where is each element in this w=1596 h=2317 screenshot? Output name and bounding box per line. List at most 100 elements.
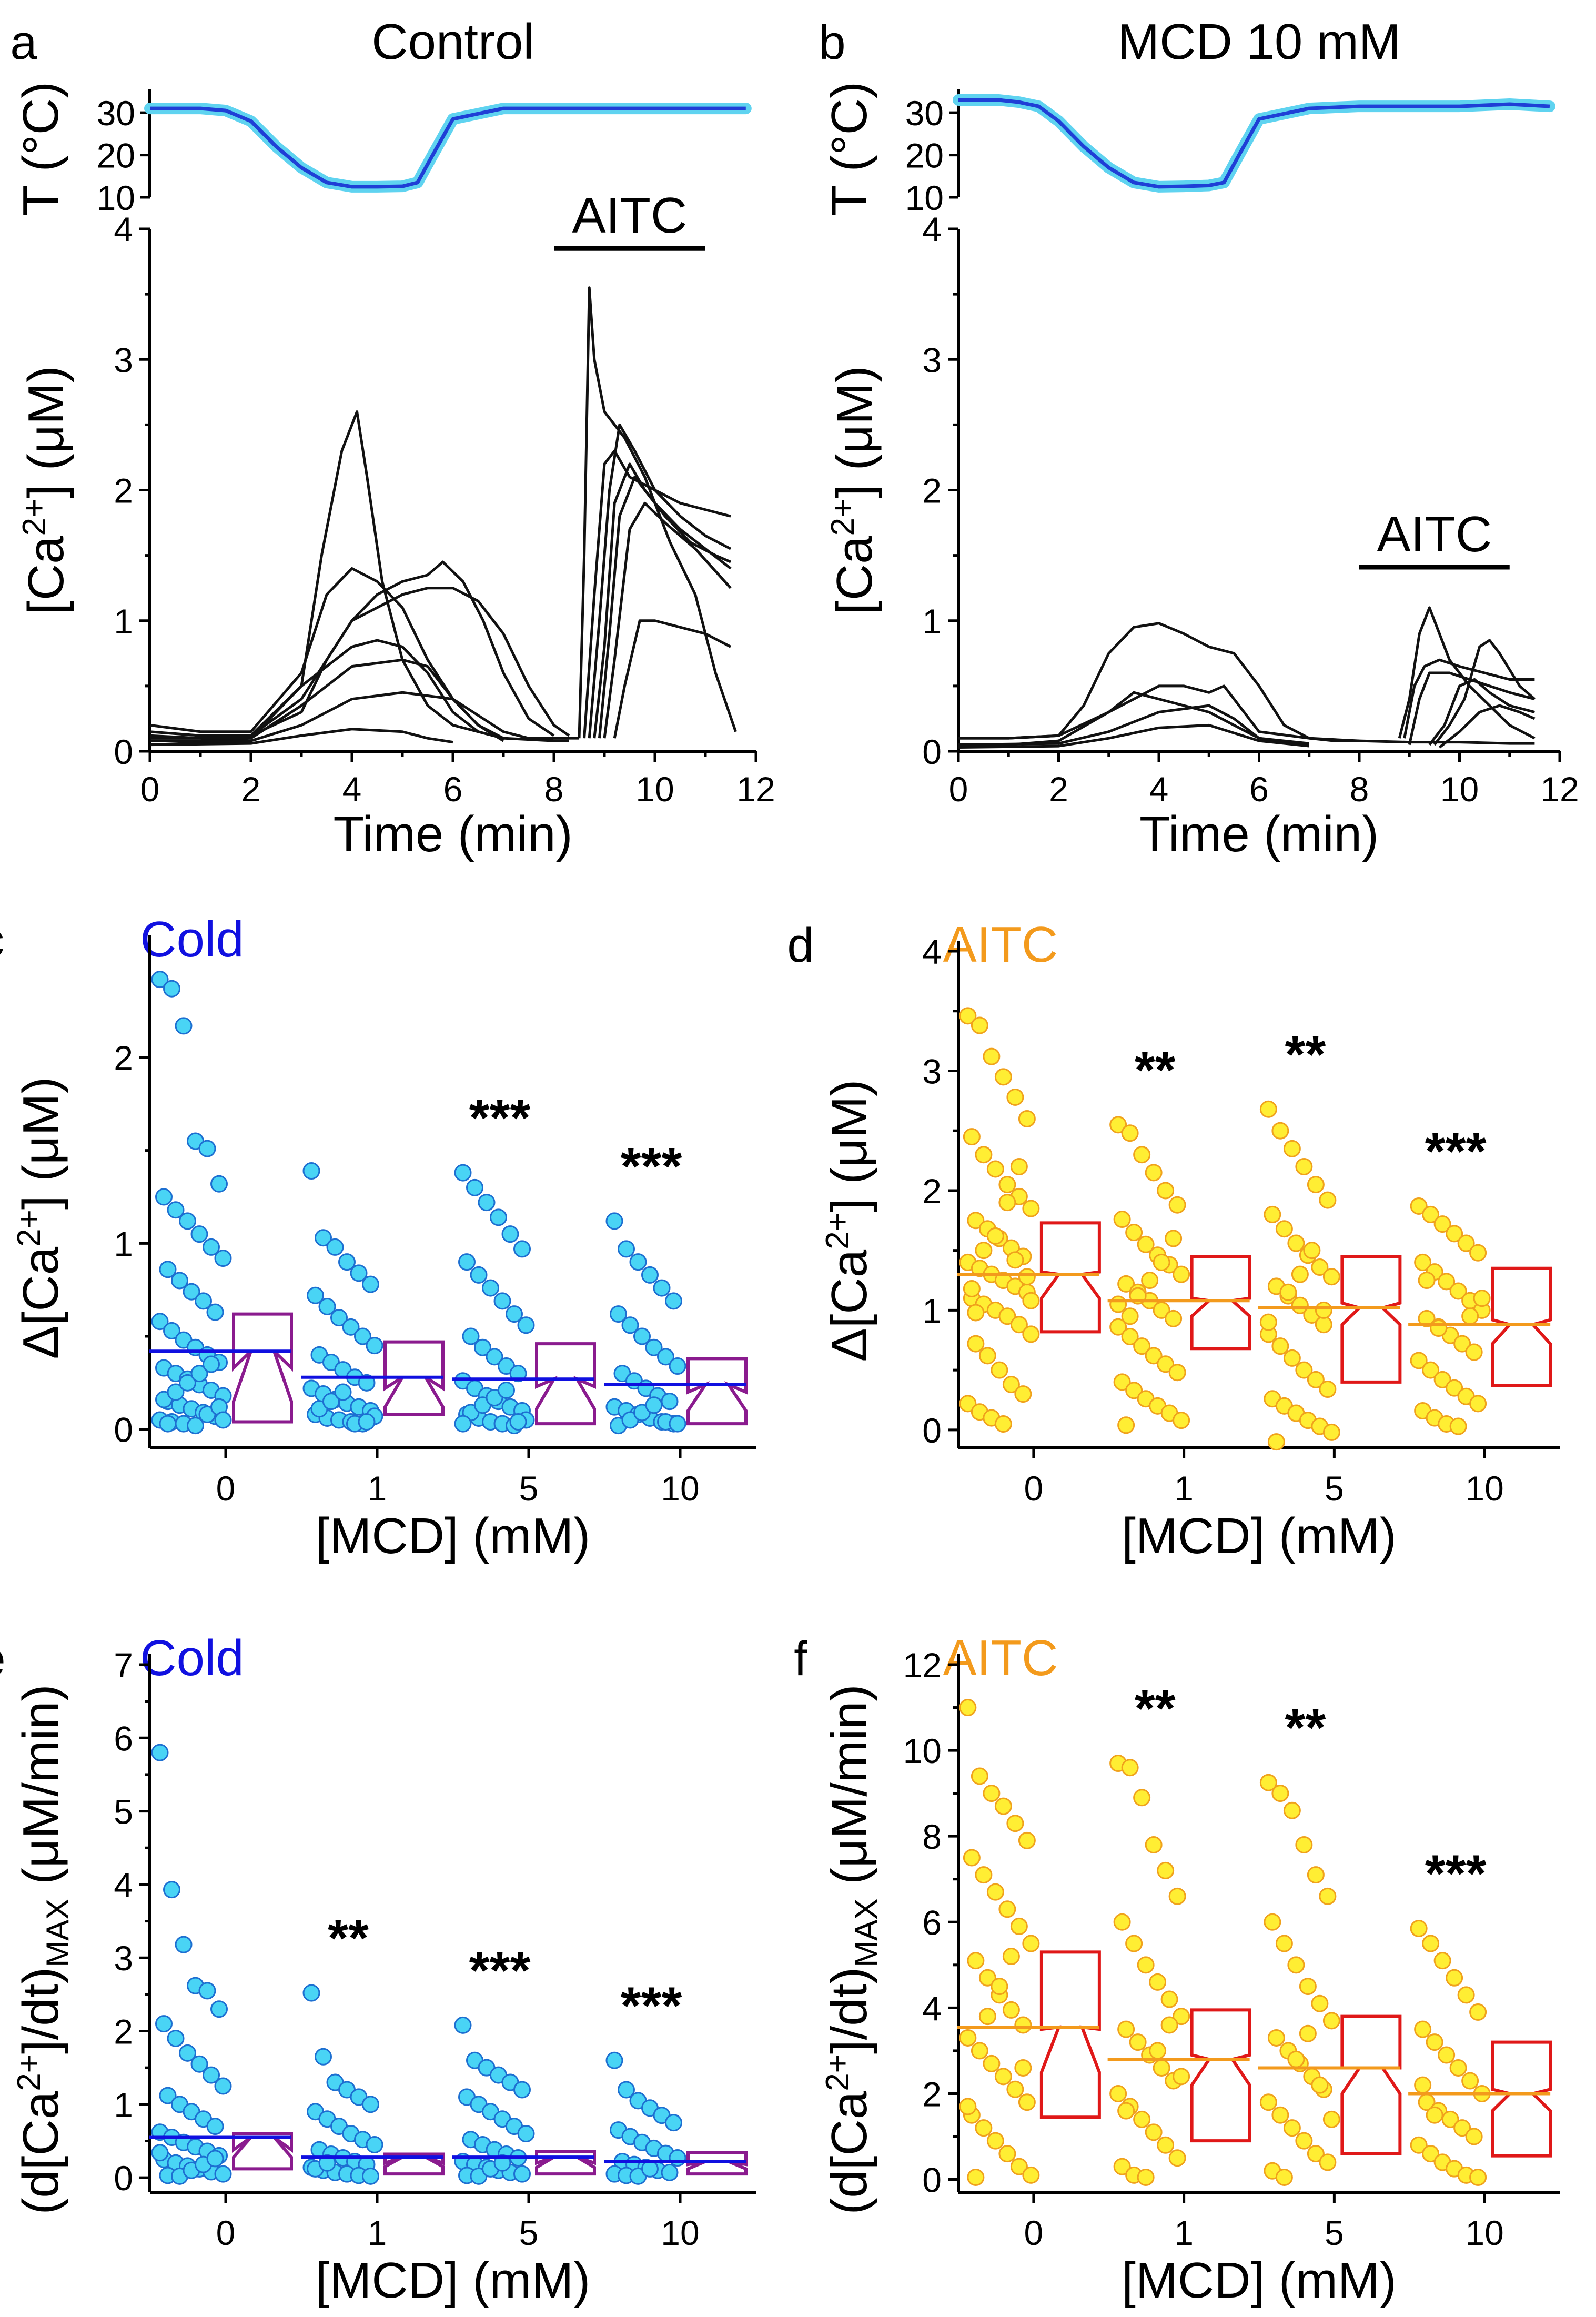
data-point (210, 1175, 228, 1193)
y-tick-label: 3 (114, 1939, 133, 1978)
data-point (1121, 1124, 1139, 1142)
data-point (986, 1160, 1004, 1178)
data-point (151, 1313, 169, 1331)
data-point (155, 2015, 173, 2033)
notched-box (1190, 1255, 1251, 1351)
data-point (159, 1261, 177, 1278)
chart-title: AITC (943, 1630, 1058, 1686)
data-point (474, 1338, 491, 1356)
y-axis-label: (d[Ca2+]/dt)MAX (μM/min) (11, 1684, 75, 2214)
data-point (1303, 1242, 1321, 1260)
data-point (1153, 1253, 1170, 1271)
data-point (151, 971, 169, 989)
data-point (198, 1982, 216, 2000)
significance-marker: *** (1425, 1122, 1487, 1181)
x-tick-label: 4 (342, 770, 362, 809)
data-point (605, 1212, 623, 1230)
data-point (986, 2132, 1004, 2150)
data-point (1022, 1935, 1040, 1952)
data-point (159, 2087, 177, 2104)
notched-box (686, 2151, 748, 2176)
data-point (621, 1316, 639, 1334)
temp-y-label: T (°C) (13, 82, 69, 216)
data-point (1267, 1433, 1285, 1451)
data-point (1283, 2119, 1301, 2137)
notched-box (1491, 1266, 1552, 1387)
data-point (1457, 1986, 1475, 2004)
data-point (1414, 2076, 1432, 2094)
data-point (513, 2165, 531, 2183)
data-point (513, 1240, 531, 1258)
y-tick-label: 1 (114, 2086, 133, 2124)
x-tick-label: 5 (519, 2213, 539, 2252)
data-point (1410, 2136, 1428, 2154)
y-tick-label: 1 (922, 602, 942, 641)
data-point (669, 1357, 686, 1375)
data-point (669, 2149, 686, 2167)
data-point (1014, 2059, 1032, 2077)
x-axis-label: [MCD] (mM) (1122, 2252, 1397, 2309)
data-point (1145, 2123, 1163, 2141)
y-tick-label: 7 (114, 1646, 133, 1685)
y-tick-label: 0 (922, 2161, 942, 2200)
data-point (998, 1900, 1016, 1918)
panel-label: b (819, 16, 845, 69)
data-point (1311, 1994, 1329, 2012)
y-tick-label: 2 (922, 2074, 942, 2113)
data-point (1014, 2016, 1032, 2034)
data-point (1271, 1785, 1289, 1802)
data-point (175, 1017, 193, 1035)
y-tick-label: 2 (114, 1039, 133, 1077)
data-point (163, 1881, 180, 1899)
data-point (618, 2081, 635, 2099)
data-point (1469, 1244, 1487, 1262)
data-point (167, 1383, 185, 1401)
data-point (1002, 2001, 1020, 2019)
data-point (214, 2165, 232, 2183)
data-point (645, 1338, 663, 1356)
data-point (179, 1212, 196, 1230)
data-point (983, 1785, 1001, 1802)
chart-title: AITC (943, 916, 1058, 973)
x-tick-label: 0 (216, 1469, 236, 1508)
y-tick-label: 5 (114, 1792, 133, 1831)
data-point (490, 1208, 507, 1226)
data-point (498, 1381, 515, 1399)
data-point (991, 1361, 1008, 1379)
chart-title: Cold (140, 911, 244, 968)
data-point (983, 1047, 1001, 1065)
y-axis-label: [Ca2+] (μM) (16, 366, 74, 614)
data-point (978, 1969, 996, 1987)
data-point (1141, 1272, 1159, 1290)
notched-box (1039, 1221, 1101, 1334)
data-point (1006, 1815, 1024, 1832)
data-point (1002, 1948, 1020, 1966)
calcium-trace (958, 691, 1310, 747)
data-point (190, 1365, 208, 1383)
calcium-trace (150, 639, 504, 742)
data-point (1109, 2084, 1127, 2102)
temperature-line (150, 106, 746, 189)
y-tick-label: 10 (903, 1731, 942, 1770)
data-point (1160, 2016, 1178, 2034)
data-point (1002, 1375, 1020, 1393)
data-point (1438, 1273, 1456, 1291)
calcium-trace (958, 723, 1310, 749)
data-point (629, 1253, 647, 1271)
data-point (187, 1417, 204, 1435)
significance-marker: *** (621, 1137, 682, 1196)
data-point (454, 1164, 472, 1182)
data-point (1449, 1282, 1467, 1300)
significance-marker: ** (1285, 1025, 1326, 1084)
x-tick-label: 8 (544, 770, 564, 809)
data-point (1283, 1140, 1301, 1157)
data-point (1133, 2110, 1151, 2128)
y-axis-label-text: Δ[Ca2+] (μM) (820, 1080, 877, 1362)
calcium-trace (1433, 639, 1536, 746)
data-point (1157, 2136, 1175, 2154)
x-tick-label: 1 (368, 2213, 387, 2252)
notched-box (1340, 1255, 1402, 1384)
data-point (1271, 1122, 1289, 1140)
data-point (959, 1007, 977, 1025)
data-point (1410, 1352, 1428, 1369)
